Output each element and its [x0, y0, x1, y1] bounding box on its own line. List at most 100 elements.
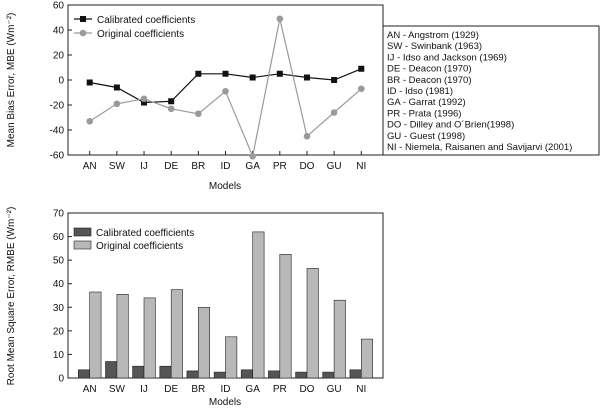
mbe-legend-original-label: Original coefficients: [97, 29, 184, 40]
rmse-calibrated-bar: [349, 369, 362, 379]
rmse-original-bar: [89, 291, 102, 379]
mbe-calibrated-point: [113, 84, 120, 91]
models-legend-item: IJ - Idso and Jackson (1969): [387, 52, 507, 63]
rmse-x-axis-title: Models: [209, 397, 241, 408]
models-legend-list: AN - Angstrom (1929)SW - Swinbank (1963)…: [387, 30, 572, 153]
mbe-legend-original-marker: [79, 29, 87, 37]
models-legend-item: GA - Garrat (1992): [387, 97, 466, 108]
mbe-x-tick-label: BR: [191, 161, 205, 172]
mbe-x-tick-label: SW: [109, 161, 126, 172]
rmse-calibrated-bar: [186, 370, 199, 379]
mbe-y-tick-label: -20: [50, 101, 65, 112]
mbe-legend-calibrated-label: Calibrated coefficients: [97, 15, 195, 26]
mbe-y-tick-label: 60: [53, 1, 65, 12]
rmse-y-tick-label: 0: [58, 374, 64, 385]
mbe-calibrated-point: [249, 74, 256, 81]
rmse-legend-original-label: Original coefficients: [96, 241, 183, 252]
rmse-series: [78, 231, 373, 379]
mbe-calibrated-point: [331, 77, 338, 83]
mbe-legend: Calibrated coefficients Original coeffic…: [74, 15, 195, 40]
mbe-original-point: [167, 105, 175, 113]
mbe-original-point: [222, 87, 229, 95]
rmse-legend-original-swatch: [73, 240, 92, 250]
rmse-original-bar: [333, 299, 346, 379]
mbe-calibrated-point: [141, 99, 148, 106]
mbe-original-point: [140, 95, 148, 103]
models-legend-item: GU - Guest (1998): [387, 131, 465, 142]
mbe-x-ticks: AN SW IJ DE BR ID GA PR DO GU NI: [83, 151, 366, 172]
rmse-x-ticks: AN SW IJ DE BR ID GA PR DO GU NI: [83, 384, 367, 395]
mbe-calibrated-point: [195, 70, 202, 77]
mbe-y-tick-label: -60: [50, 151, 65, 162]
models-legend-item: SW - Swinbank (1963): [387, 41, 482, 52]
rmse-calibrated-bar: [105, 361, 118, 379]
mbe-calibrated-point: [86, 79, 93, 86]
mbe-x-tick-label: NI: [356, 161, 366, 172]
rmse-x-tick-label: SW: [109, 384, 126, 395]
models-legend-item: BR - Deacon (1970): [387, 75, 471, 86]
rmse-y-tick-label: 60: [53, 232, 65, 243]
mbe-original-point: [195, 110, 202, 118]
mbe-x-tick-label: GA: [245, 161, 260, 172]
rmse-y-ticks: 0 10 20 30 40 50 60 70: [53, 209, 72, 385]
rmse-calibrated-bar: [268, 370, 281, 379]
mbe-original-point: [249, 152, 256, 160]
rmse-y-tick-label: 20: [53, 326, 65, 337]
mbe-original-point: [276, 15, 284, 23]
rmse-x-tick-label: GA: [245, 384, 260, 395]
rmse-original-bar: [198, 306, 211, 379]
rmse-x-tick-label: DE: [164, 384, 178, 395]
models-legend-box: AN - Angstrom (1929)SW - Swinbank (1963)…: [382, 25, 600, 156]
rmse-original-bar: [306, 268, 319, 379]
rmse-x-tick-label: IJ: [140, 384, 148, 395]
mbe-original-point: [330, 109, 338, 116]
rmse-calibrated-bar: [213, 371, 226, 379]
rmse-x-tick-label: GU: [327, 384, 342, 395]
mbe-x-tick-label: AN: [83, 161, 97, 172]
rmse-x-tick-label: PR: [273, 384, 287, 395]
mbe-y-tick-label: -40: [50, 126, 65, 137]
rmse-calibrated-bar: [78, 369, 91, 379]
mbe-legend-calibrated-marker: [80, 16, 86, 22]
models-legend-frame: [382, 25, 600, 156]
rmse-y-tick-label: 70: [53, 209, 65, 220]
rmse-y-axis-title: Root Mean Square Error, RMBE (Wm⁻²): [6, 207, 17, 386]
models-legend-item: NI - Niemela, Raisanen and Savijarvi (20…: [387, 142, 572, 153]
mbe-calibrated-point: [303, 74, 310, 81]
mbe-calibrated-point: [358, 65, 365, 72]
mbe-y-tick-label: 40: [53, 26, 65, 37]
rmse-original-bar: [225, 336, 238, 379]
rmse-y-tick-label: 10: [53, 350, 65, 361]
rmse-x-tick-label: DO: [299, 384, 314, 395]
models-legend-item: DE - Deacon (1970): [387, 64, 471, 75]
models-legend-item: AN - Angstrom (1929): [387, 30, 479, 41]
mbe-y-tick-label: 20: [53, 51, 65, 62]
rmse-original-bar: [252, 231, 265, 379]
mbe-x-tick-label: ID: [221, 161, 231, 172]
rmse-y-tick-label: 40: [53, 279, 65, 290]
rmse-original-bar: [279, 254, 292, 379]
mbe-x-tick-label: GU: [327, 161, 342, 172]
rmse-x-tick-label: BR: [191, 384, 205, 395]
mbe-y-ticks: -60 -40 -20 0 20 40 60: [50, 1, 72, 162]
rmse-original-bar: [116, 293, 129, 379]
rmse-calibrated-bar: [322, 371, 335, 379]
mbe-series: [86, 15, 365, 160]
rmse-calibrated-bar: [295, 371, 308, 379]
rmse-y-tick-label: 50: [53, 256, 65, 267]
mbe-original-point: [86, 117, 94, 125]
models-legend-item: PR - Prata (1996): [387, 108, 461, 119]
rmse-calibrated-bar: [240, 369, 253, 379]
rmse-x-tick-label: AN: [83, 384, 97, 395]
rmse-y-tick-label: 30: [53, 303, 65, 314]
mbe-calibrated-point: [222, 70, 229, 77]
models-legend-item: DO - Dilley and O´Brien(1998): [387, 120, 514, 131]
mbe-x-axis-title: Models: [209, 181, 241, 192]
rmse-calibrated-bar: [132, 365, 145, 379]
models-legend-item: ID - Idso (1981): [387, 86, 453, 97]
rmse-x-tick-label: NI: [356, 384, 366, 395]
mbe-original-point: [303, 132, 311, 140]
mbe-original-point: [357, 85, 365, 93]
